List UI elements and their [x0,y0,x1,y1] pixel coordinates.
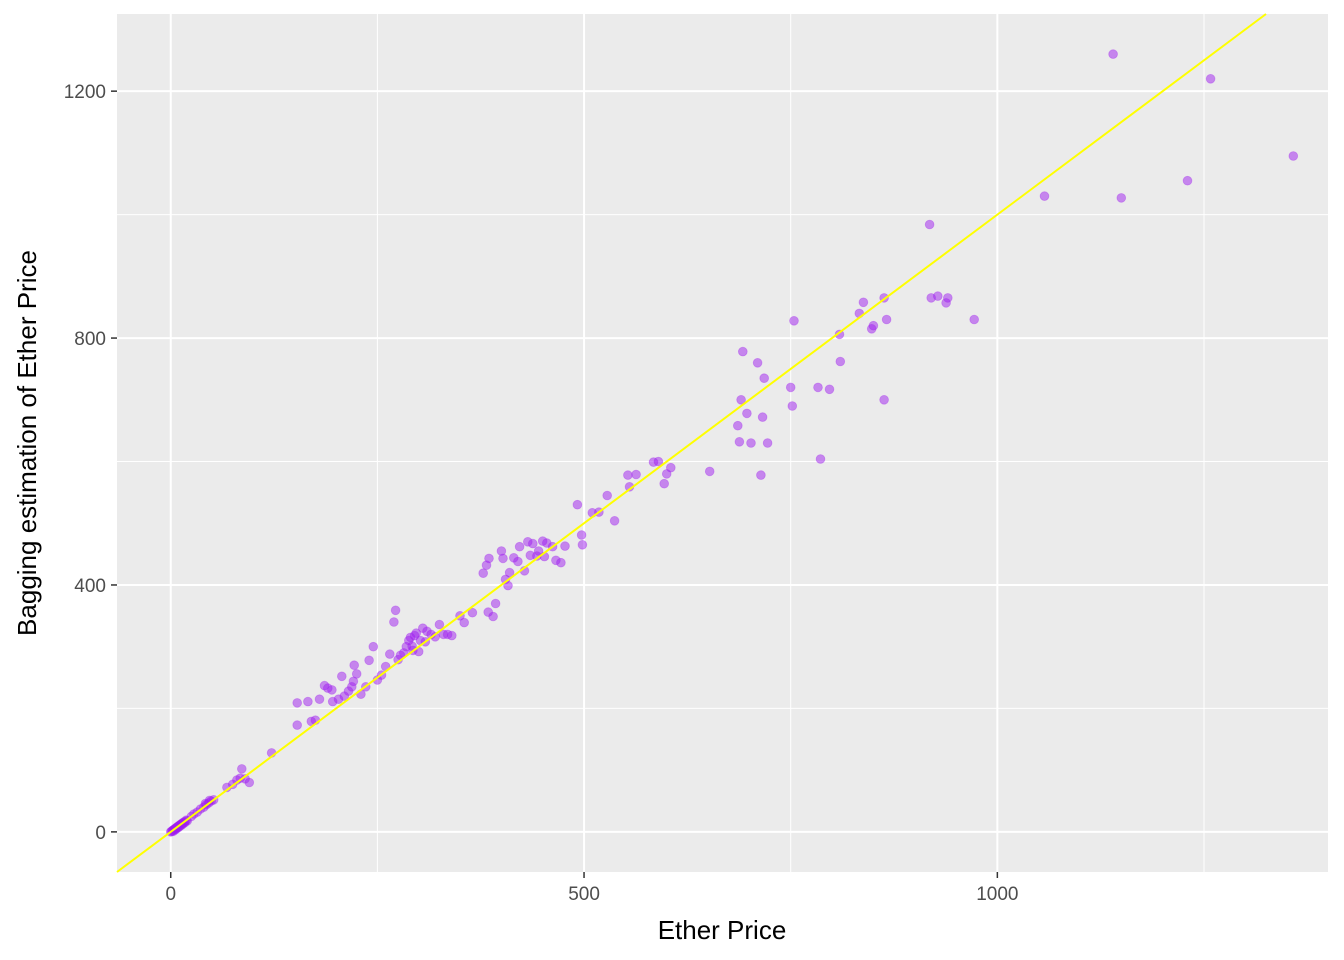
data-point [364,655,374,666]
data-point [1108,49,1118,59]
data-point [1116,193,1127,203]
data-point [732,420,743,431]
y-tick-label: 400 [74,576,106,597]
data-point [752,357,763,368]
data-point [368,641,379,652]
data-point [411,628,422,638]
data-point [881,314,892,325]
data-point [1039,191,1050,201]
data-point [835,356,846,367]
data-point [653,456,664,467]
data-point [314,694,325,704]
data-point [498,553,508,564]
data-point [734,436,745,447]
data-point [942,293,953,303]
data-point [787,401,798,411]
data-point [834,329,845,340]
data-point [478,568,489,578]
data-point [661,469,672,479]
data-point [757,412,768,422]
x-tick-label: 1000 [976,884,1018,905]
data-point [762,438,773,448]
x-tick-label: 500 [568,884,600,905]
data-point [1182,175,1193,186]
data-point [659,478,669,489]
data-point [513,556,523,567]
data-point [576,530,587,540]
data-point [737,346,748,357]
data-point [490,598,501,609]
reference-line [116,13,1267,873]
data-point [785,382,796,393]
data-point [602,490,612,501]
data-point [577,539,588,550]
data-point [736,394,746,405]
data-point [533,546,544,556]
data-point [434,619,445,630]
y-tick-label: 1200 [64,82,106,103]
data-point [348,676,359,687]
data-point [704,466,715,477]
data-point [527,538,538,549]
y-axis: 0 400 800 1200 [64,82,117,844]
data-point [824,384,835,395]
data-point [813,382,823,393]
data-point [292,698,303,708]
y-tick-label: 800 [74,329,106,350]
data-point [389,617,399,627]
data-point [351,669,362,679]
data-point [932,291,943,301]
data-point [556,557,566,568]
grid-minor [117,14,1328,872]
data-point [868,320,879,331]
y-axis-title: Bagging estimation of Ether Price [12,250,42,636]
data-point [789,315,799,326]
data-point [384,649,395,659]
data-point [467,607,478,618]
data-point [327,685,337,695]
data-point [631,469,641,480]
data-point [746,438,756,448]
data-point [514,541,525,552]
x-tick-label: 0 [165,884,176,905]
data-point [924,219,935,230]
data-point [572,499,583,510]
data-point [623,470,633,480]
data-point [759,373,769,384]
data-point [504,567,515,578]
data-point [390,605,401,616]
data-point [488,611,498,622]
plot-panel [117,14,1328,872]
data-point [742,408,752,419]
data-point [609,515,620,526]
data-point [459,617,470,628]
data-point [665,462,676,473]
data-point [1205,74,1216,84]
x-axis-title: Ether Price [658,915,787,945]
data-point [349,660,360,670]
data-point [303,696,313,707]
data-point [484,553,494,564]
x-axis: 0 500 1000 [165,872,1018,905]
data-point [292,720,303,730]
data-point [1288,151,1299,161]
data-point [756,470,766,480]
data-point [336,671,347,682]
data-point [446,630,457,641]
data-point [560,541,570,551]
data-point [244,777,255,788]
grid-major [117,14,1328,872]
data-point [858,297,869,308]
data-point [815,454,826,464]
data-point [879,394,889,405]
data-point [969,314,979,325]
data-point [237,764,247,774]
y-tick-label: 0 [95,823,106,844]
